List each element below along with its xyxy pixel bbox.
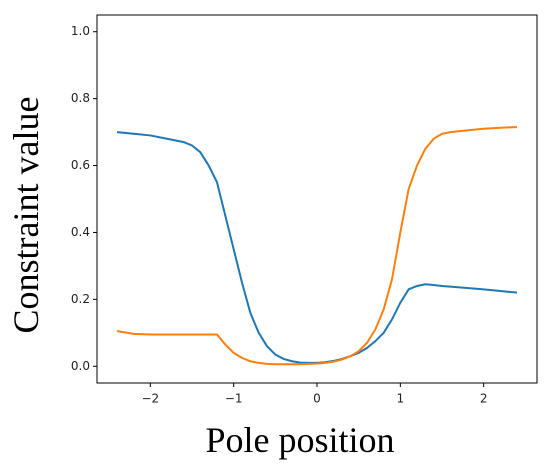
y-tick-label: 0.8 [71, 91, 90, 105]
y-axis-label: Constraint value [6, 97, 46, 334]
y-tick-label: 0.0 [71, 359, 90, 373]
line-series [116, 131, 518, 364]
x-tick-label: 2 [480, 392, 488, 406]
y-tick-label: 0.4 [71, 225, 90, 239]
line-series [116, 126, 518, 366]
x-tick-label: 1 [397, 392, 405, 406]
x-axis-label: Pole position [205, 420, 394, 460]
y-tick-label: 0.2 [71, 292, 90, 306]
y-tick-label: 0.6 [71, 158, 90, 172]
x-tick-label: 0 [313, 392, 321, 406]
plot-frame [96, 14, 538, 384]
x-tick-label: −1 [225, 392, 243, 406]
x-tick-label: −2 [141, 392, 159, 406]
y-tick-label: 1.0 [71, 24, 90, 38]
